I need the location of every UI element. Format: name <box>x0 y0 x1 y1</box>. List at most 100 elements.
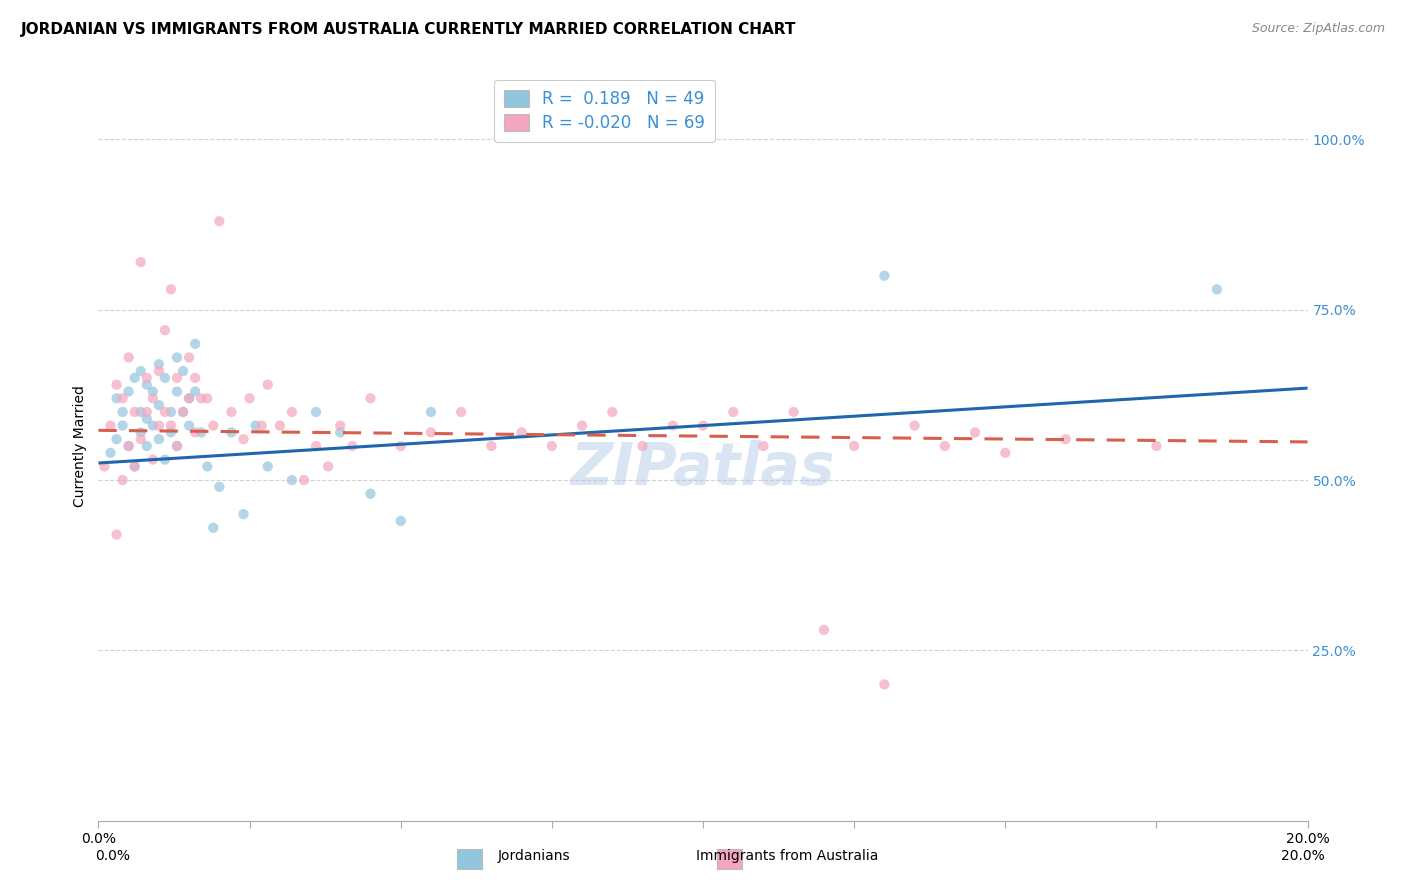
Y-axis label: Currently Married: Currently Married <box>73 385 87 507</box>
Point <box>873 268 896 283</box>
Point <box>221 425 243 440</box>
Point <box>105 432 128 446</box>
Point <box>124 459 146 474</box>
Point <box>202 521 225 535</box>
Point <box>1054 432 1077 446</box>
Point <box>481 439 503 453</box>
Point <box>124 371 146 385</box>
Point <box>179 392 201 406</box>
Text: Jordanians: Jordanians <box>498 849 571 863</box>
Point <box>118 439 141 453</box>
Point <box>142 418 165 433</box>
Legend: R =  0.189   N = 49, R = -0.020   N = 69: R = 0.189 N = 49, R = -0.020 N = 69 <box>494 79 714 142</box>
Point <box>148 364 170 378</box>
Point <box>783 405 806 419</box>
Point <box>179 351 201 365</box>
Point <box>904 418 927 433</box>
Point <box>135 405 157 419</box>
Point <box>166 384 188 399</box>
Point <box>934 439 956 453</box>
Text: 20.0%: 20.0% <box>1281 849 1324 863</box>
Point <box>160 425 183 440</box>
Point <box>184 425 207 440</box>
Point <box>184 384 207 399</box>
Point <box>172 364 194 378</box>
Point <box>389 439 412 453</box>
Point <box>360 392 382 406</box>
Point <box>166 351 188 365</box>
Point <box>179 418 201 433</box>
Point <box>1144 439 1167 453</box>
Point <box>184 336 207 351</box>
Text: Source: ZipAtlas.com: Source: ZipAtlas.com <box>1251 22 1385 36</box>
Point <box>420 405 443 419</box>
Point <box>329 425 352 440</box>
Point <box>342 439 364 453</box>
Point <box>172 405 194 419</box>
Text: 0.0%: 0.0% <box>96 849 131 863</box>
Point <box>172 405 194 419</box>
Point <box>148 418 170 433</box>
Point <box>692 418 714 433</box>
Point <box>873 677 896 691</box>
Point <box>105 392 128 406</box>
Point <box>269 418 291 433</box>
Point <box>360 486 382 500</box>
Point <box>316 459 339 474</box>
Point <box>752 439 775 453</box>
Point <box>1206 282 1229 296</box>
Point <box>135 411 157 425</box>
Point <box>250 418 273 433</box>
Point <box>844 439 866 453</box>
Point <box>256 459 278 474</box>
Point <box>994 446 1017 460</box>
Point <box>190 425 212 440</box>
Point <box>111 418 134 433</box>
Point <box>232 507 254 521</box>
Point <box>208 214 231 228</box>
Point <box>305 439 328 453</box>
Point <box>389 514 412 528</box>
Point <box>190 392 212 406</box>
Point <box>420 425 443 440</box>
Point <box>281 405 304 419</box>
Text: Immigrants from Australia: Immigrants from Australia <box>696 849 879 863</box>
Point <box>153 323 176 337</box>
Point <box>813 623 835 637</box>
Point <box>166 371 188 385</box>
Point <box>195 459 218 474</box>
Point <box>111 392 134 406</box>
Point <box>100 418 122 433</box>
Point <box>305 405 328 419</box>
Point <box>631 439 654 453</box>
Point <box>540 439 562 453</box>
Point <box>118 439 141 453</box>
Point <box>245 418 267 433</box>
Point <box>111 473 134 487</box>
Point <box>129 364 152 378</box>
Point <box>105 527 128 541</box>
Text: JORDANIAN VS IMMIGRANTS FROM AUSTRALIA CURRENTLY MARRIED CORRELATION CHART: JORDANIAN VS IMMIGRANTS FROM AUSTRALIA C… <box>21 22 796 37</box>
Point <box>124 459 146 474</box>
Point <box>184 371 207 385</box>
Point <box>100 446 122 460</box>
Point <box>166 439 188 453</box>
Point <box>195 392 218 406</box>
Point <box>232 432 254 446</box>
Point <box>153 405 176 419</box>
Point <box>202 418 225 433</box>
Point <box>281 473 304 487</box>
Point <box>292 473 315 487</box>
Point <box>221 405 243 419</box>
Point <box>179 392 201 406</box>
Point <box>153 371 176 385</box>
Point <box>129 255 152 269</box>
Point <box>118 384 141 399</box>
Point <box>256 377 278 392</box>
Point <box>153 452 176 467</box>
Point <box>160 405 183 419</box>
Point <box>329 418 352 433</box>
Point <box>129 432 152 446</box>
Point <box>450 405 472 419</box>
Point <box>135 371 157 385</box>
